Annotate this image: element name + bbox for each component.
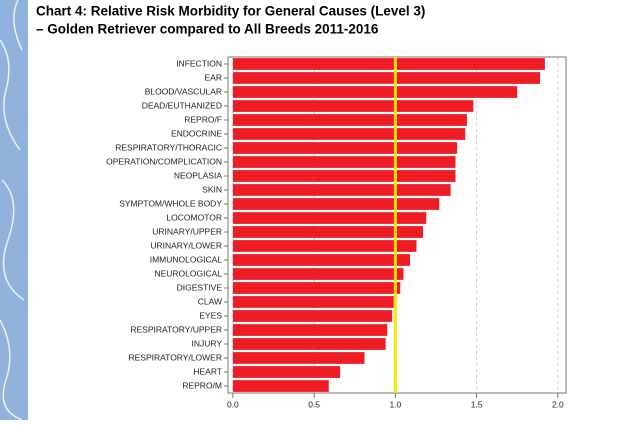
- bar: [232, 198, 440, 210]
- bar: [232, 156, 456, 168]
- y-tick-label: NEUROLOGICAL: [154, 268, 222, 278]
- y-tick-label: RESPIRATORY/THORACIC: [115, 142, 222, 152]
- side-decoration: [0, 0, 28, 421]
- bar: [232, 366, 341, 378]
- x-tick-label: 0.5: [308, 399, 320, 409]
- x-tick-label: 2.0: [552, 399, 564, 409]
- x-tick-label: 1.0: [389, 399, 401, 409]
- bar: [232, 380, 329, 392]
- y-tick-label: INFECTION: [176, 58, 222, 68]
- bar: [232, 86, 518, 98]
- bar: [232, 212, 427, 224]
- y-tick-label: URINARY/UPPER: [152, 226, 222, 236]
- bar: [232, 268, 404, 280]
- y-tick-label: IMMUNOLOGICAL: [150, 254, 223, 264]
- x-tick-label: 1.5: [471, 399, 483, 409]
- y-tick-label: REPRO/M: [182, 380, 222, 390]
- bar: [232, 184, 451, 196]
- bar: [232, 170, 456, 182]
- bar: [232, 282, 401, 294]
- bar: [232, 142, 458, 154]
- y-tick-label: REPRO/F: [184, 114, 222, 124]
- bar: [232, 100, 474, 112]
- plot-frame: [227, 56, 567, 394]
- y-tick-label: INJURY: [191, 338, 222, 348]
- y-tick-label: RESPIRATORY/UPPER: [130, 324, 222, 334]
- bar: [232, 254, 410, 266]
- y-tick-label: HEART: [193, 366, 222, 376]
- bar: [232, 114, 467, 126]
- y-tick-label: ENDOCRINE: [171, 128, 222, 138]
- y-tick-label: RESPIRATORY/LOWER: [128, 352, 222, 362]
- y-tick-label: LOCOMOTOR: [166, 212, 222, 222]
- chart-title: Chart 4: Relative Risk Morbidity for Gen…: [36, 4, 425, 19]
- bar: [232, 226, 423, 238]
- y-tick-label: DIGESTIVE: [177, 282, 223, 292]
- y-tick-label: CLAW: [198, 296, 222, 306]
- bar: [232, 58, 545, 70]
- y-tick-label: OPERATION/COMPLICATION: [106, 156, 222, 166]
- y-tick-label: URINARY/LOWER: [150, 240, 222, 250]
- bar: [232, 352, 365, 364]
- bar: [232, 240, 417, 252]
- x-tick-label: 0.0: [227, 399, 239, 409]
- bar: [232, 128, 466, 140]
- y-tick-label: SKIN: [202, 184, 222, 194]
- bar: [232, 72, 540, 84]
- bar: [232, 338, 386, 350]
- chart-subtitle: – Golden Retriever compared to All Breed…: [36, 22, 379, 37]
- bar: [232, 310, 393, 322]
- y-tick-label: EYES: [199, 310, 222, 320]
- y-tick-label: EAR: [205, 72, 222, 82]
- y-tick-label: BLOOD/VASCULAR: [145, 86, 222, 96]
- bar: [232, 324, 388, 336]
- y-tick-label: SYMPTOM/WHOLE BODY: [119, 198, 222, 208]
- bar: [232, 296, 394, 308]
- y-tick-label: DEAD/EUTHANIZED: [142, 100, 222, 110]
- y-tick-label: NEOPLASIA: [174, 170, 223, 180]
